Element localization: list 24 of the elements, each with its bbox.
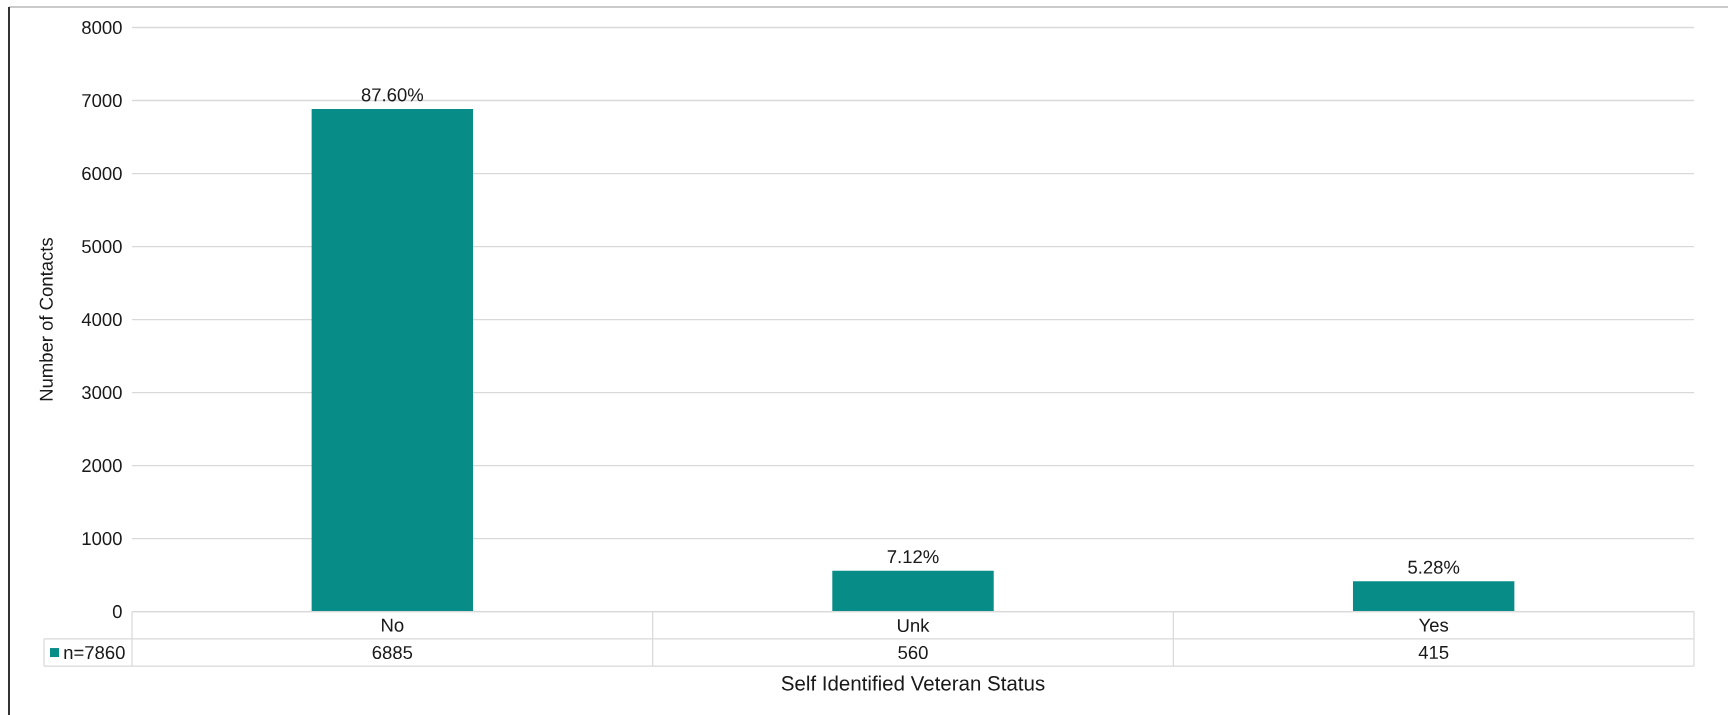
- annotation: 7.12%: [887, 550, 939, 564]
- y-tick-label: 0: [112, 605, 122, 619]
- y-tick-label: 8000: [82, 20, 122, 35]
- annotation: 5.28%: [1408, 560, 1460, 574]
- x-axis-title: Self Identified Veteran Status: [781, 675, 1045, 691]
- x-tick-label: Yes: [1418, 618, 1449, 632]
- data-label: 560: [898, 646, 928, 660]
- y-axis-title: Number of Contacts: [39, 238, 53, 401]
- y-tick-label: 7000: [82, 93, 122, 108]
- bar: [832, 570, 994, 612]
- annotation: 87.60%: [361, 88, 424, 102]
- legend-label: n=7860: [64, 646, 125, 660]
- bar: [1352, 581, 1515, 612]
- data-label: 415: [1418, 646, 1449, 660]
- x-tick-label: Unk: [897, 618, 930, 633]
- x-tick-label: No: [382, 618, 404, 632]
- bar: [311, 108, 474, 612]
- y-tick-label: 5000: [82, 239, 122, 254]
- y-tick-label: 3000: [82, 386, 122, 400]
- y-tick-label: 4000: [81, 313, 122, 327]
- y-tick-label: 2000: [82, 459, 122, 473]
- data-label: 6885: [372, 646, 413, 660]
- y-tick-label: 6000: [82, 166, 122, 181]
- y-tick-label: 1000: [82, 532, 122, 546]
